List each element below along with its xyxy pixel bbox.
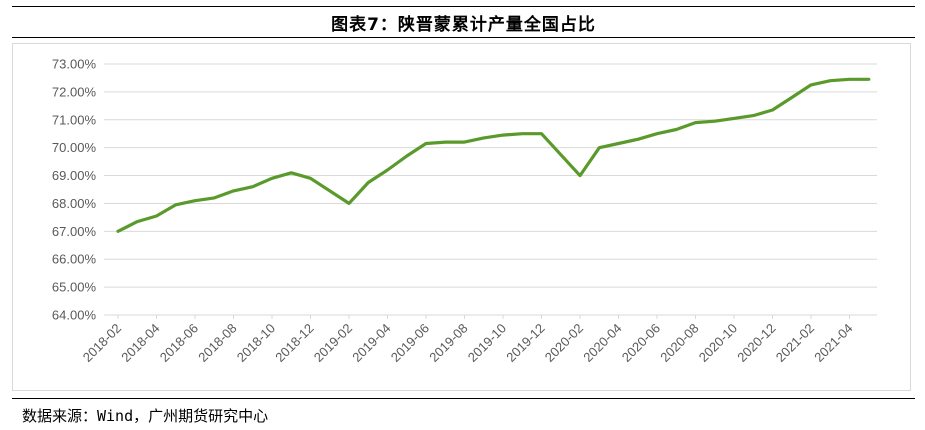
x-tick-label: 2020-06 (619, 321, 663, 365)
series-line (116, 77, 871, 233)
x-tick-label: 2018-12 (272, 321, 316, 365)
x-tick-label: 2018-06 (157, 321, 201, 365)
x-tick-label: 2019-06 (388, 321, 432, 365)
y-tick-label: 73.00% (52, 57, 97, 72)
x-tick-label: 2020-10 (696, 321, 740, 365)
x-tick-label: 2018-02 (80, 321, 124, 365)
y-tick-label: 64.00% (52, 308, 97, 323)
x-tick-label: 2018-08 (195, 321, 239, 365)
x-tick-label: 2019-10 (465, 321, 509, 365)
y-tick-label: 66.00% (52, 252, 97, 267)
x-tick-label: 2020-02 (542, 321, 586, 365)
y-tick-label: 69.00% (52, 168, 97, 183)
y-tick-label: 68.00% (52, 196, 97, 211)
x-tick-label: 2020-04 (580, 321, 624, 365)
x-tick-label: 2021-02 (773, 321, 817, 365)
y-tick-label: 65.00% (52, 280, 97, 295)
chart-title: 图表7：陕晋蒙累计产量全国占比 (331, 15, 596, 35)
x-tick-label: 2019-08 (426, 321, 470, 365)
line-chart: 64.00% 65.00% 66.00% 67.00% 68.00% 69.00% 70.0… (52, 57, 877, 365)
y-tick-label: 67.00% (52, 224, 97, 239)
chart-frame (12, 43, 911, 391)
x-tick-label: 2020-12 (734, 321, 778, 365)
x-tick-label: 2021-04 (811, 321, 855, 365)
y-tick-label: 71.00% (52, 112, 97, 127)
x-tick-label: 2019-02 (311, 321, 355, 365)
x-tick-label: 2019-12 (503, 321, 547, 365)
title-bar: 图表7：陕晋蒙累计产量全国占比 (12, 6, 915, 38)
x-tick-label: 2018-10 (234, 321, 278, 365)
x-tick-label: 2020-08 (657, 321, 701, 365)
source-bar: 数据来源：Wind，广州期货研究中心 (12, 398, 915, 425)
y-tick-label: 72.00% (52, 84, 97, 99)
x-tick-label: 2018-04 (118, 321, 162, 365)
source-note: 数据来源：Wind，广州期货研究中心 (22, 407, 269, 425)
x-tick-label: 2019-04 (349, 321, 393, 365)
y-tick-label: 70.00% (52, 140, 97, 155)
